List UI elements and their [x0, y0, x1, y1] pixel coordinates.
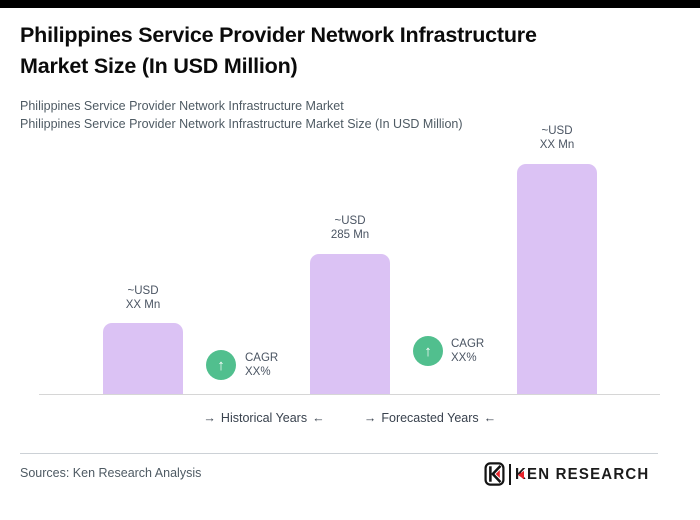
chart-subtitle-line2: Philippines Service Provider Network Inf…	[20, 116, 463, 131]
left-arrow-icon: ←	[312, 411, 325, 425]
page-title-line2: Market Size (In USD Million)	[20, 54, 298, 78]
ken-research-logo: KEN RESEARCH	[484, 462, 649, 486]
bar-value-label-forecast: ~USD XX Mn	[539, 125, 575, 151]
bar-historical	[103, 323, 183, 394]
bar-forecast	[517, 164, 597, 394]
right-arrow-icon: →	[203, 411, 216, 425]
period-label-historical: → Historical Years ←	[198, 411, 329, 425]
x-axis-line	[39, 394, 660, 395]
logo-wordmark: KEN RESEARCH	[515, 465, 650, 483]
up-arrow-icon: ↑	[424, 342, 432, 360]
logo-k-red-triangle	[518, 470, 524, 479]
footer-divider	[20, 453, 658, 454]
logo-separator	[509, 463, 511, 485]
left-arrow-icon: ←	[483, 411, 497, 425]
page-title: Philippines Service Provider Network Inf…	[20, 20, 680, 82]
cagr-annotation-2: CAGR XX%	[451, 338, 485, 364]
right-arrow-icon: →	[363, 411, 377, 425]
period-label-forecasted: → Forecasted Years ←	[359, 411, 501, 425]
sources-note: Sources: Ken Research Analysis	[20, 466, 202, 480]
bar-value-label-historical: ~USD XX Mn	[125, 285, 161, 311]
top-accent-bar	[0, 0, 700, 8]
bar-base-year	[310, 254, 390, 394]
chart-subtitle: Philippines Service Provider Network Inf…	[20, 98, 660, 133]
growth-arrow-icon: ↑	[206, 350, 236, 380]
chart-subtitle-line1: Philippines Service Provider Network Inf…	[20, 99, 344, 113]
growth-arrow-icon: ↑	[413, 336, 443, 366]
ken-research-badge-icon	[484, 462, 505, 486]
bar-value-label-base-year: ~USD 285 Mn	[330, 215, 370, 241]
up-arrow-icon: ↑	[217, 356, 225, 374]
cagr-annotation-1: CAGR XX%	[245, 352, 279, 378]
page-title-line1: Philippines Service Provider Network Inf…	[20, 23, 537, 47]
